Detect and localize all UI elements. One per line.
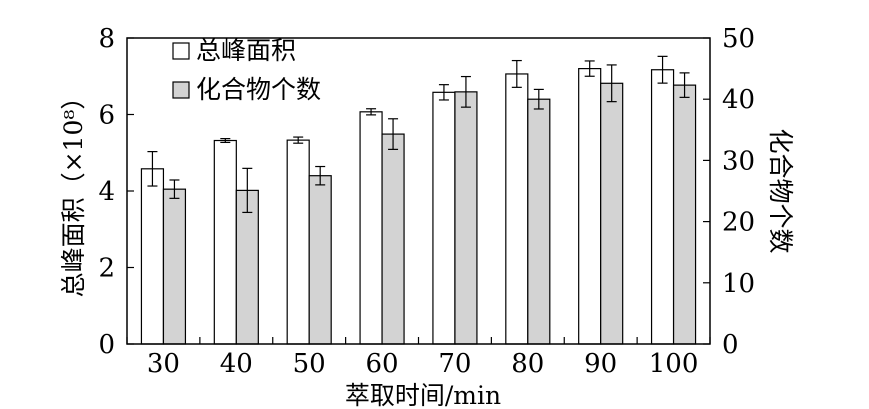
x-tick-label: 100 — [649, 349, 699, 379]
bar-series-2-30 — [162, 188, 187, 345]
error-bar-series-2-40 — [242, 167, 253, 214]
bar-series-2-100 — [672, 84, 697, 345]
error-bar-series-2-80 — [533, 88, 544, 110]
error-bar-series-1-40 — [220, 137, 231, 144]
x-tick-label: 70 — [438, 349, 471, 379]
x-tick-label: 90 — [584, 349, 617, 379]
legend-label-series-2: 化合物个数 — [196, 75, 321, 104]
bar-series-2-60 — [381, 133, 405, 345]
bar-series-2-90 — [600, 82, 624, 345]
x-tick-label: 40 — [220, 349, 253, 379]
bar-series-1-50 — [286, 139, 310, 345]
left-y-tick-label: 8 — [98, 24, 115, 54]
right-y-tick-label: 0 — [722, 330, 739, 360]
left-y-tick-label: 2 — [98, 254, 115, 284]
right-y-axis-title: 化合物个数 — [766, 128, 795, 253]
bar-series-1-70 — [432, 91, 456, 345]
bar-series-1-100 — [650, 69, 675, 345]
right-y-tick-label: 10 — [722, 269, 755, 299]
left-y-axis: 0 2 4 6 8 — [98, 24, 134, 360]
right-y-tick-label: 40 — [722, 85, 755, 115]
legend: 总峰面积 化合物个数 — [172, 36, 321, 104]
error-bar-series-1-80 — [511, 59, 522, 88]
bar-series-1-80 — [505, 73, 529, 345]
error-bars-layer — [147, 55, 690, 214]
x-tick-label: 80 — [511, 349, 544, 379]
left-y-tick-label: 6 — [98, 101, 115, 131]
right-y-axis: 0 10 20 30 40 50 — [703, 24, 755, 360]
right-y-tick-label: 30 — [722, 146, 755, 176]
bar-series-1-90 — [578, 67, 602, 345]
bar-series-2-40 — [235, 189, 259, 345]
bar-series-1-30 — [140, 168, 165, 345]
error-bar-series-1-100 — [657, 55, 668, 84]
error-bar-series-2-30 — [169, 179, 180, 199]
x-axis-title: 萃取时间/min — [345, 381, 501, 409]
error-bar-series-1-70 — [438, 84, 449, 101]
error-bar-series-2-90 — [606, 64, 617, 103]
bar-series-2-70 — [454, 91, 478, 345]
legend-swatch-series-2 — [172, 81, 190, 99]
error-bar-series-1-60 — [366, 108, 377, 116]
x-tick-label: 60 — [366, 349, 399, 379]
bar-series-2-80 — [527, 98, 551, 345]
legend-label-series-1: 总峰面积 — [196, 36, 296, 65]
error-bar-series-1-90 — [584, 60, 595, 77]
bars-layer — [140, 67, 697, 345]
bar-series-1-40 — [213, 139, 237, 345]
error-bar-series-2-100 — [679, 72, 690, 98]
error-bar-series-2-50 — [315, 165, 326, 186]
error-bar-series-1-50 — [293, 136, 304, 144]
error-bar-series-2-60 — [388, 118, 399, 150]
left-y-axis-title: 总峰面积（×10⁸） — [59, 85, 88, 298]
x-tick-label: 30 — [147, 349, 180, 379]
error-bar-series-2-70 — [460, 75, 471, 108]
left-y-tick-label: 4 — [98, 177, 115, 207]
right-y-tick-label: 20 — [722, 208, 755, 238]
bar-series-2-50 — [308, 175, 332, 345]
bar-series-1-60 — [359, 111, 383, 345]
x-axis: 30 40 50 60 70 80 90 100 — [126, 337, 711, 379]
x-tick-label: 50 — [293, 349, 326, 379]
legend-swatch-series-1 — [172, 42, 190, 60]
error-bar-series-1-30 — [147, 151, 158, 187]
left-y-tick-label: 0 — [98, 330, 115, 360]
right-y-tick-label: 50 — [722, 24, 755, 54]
